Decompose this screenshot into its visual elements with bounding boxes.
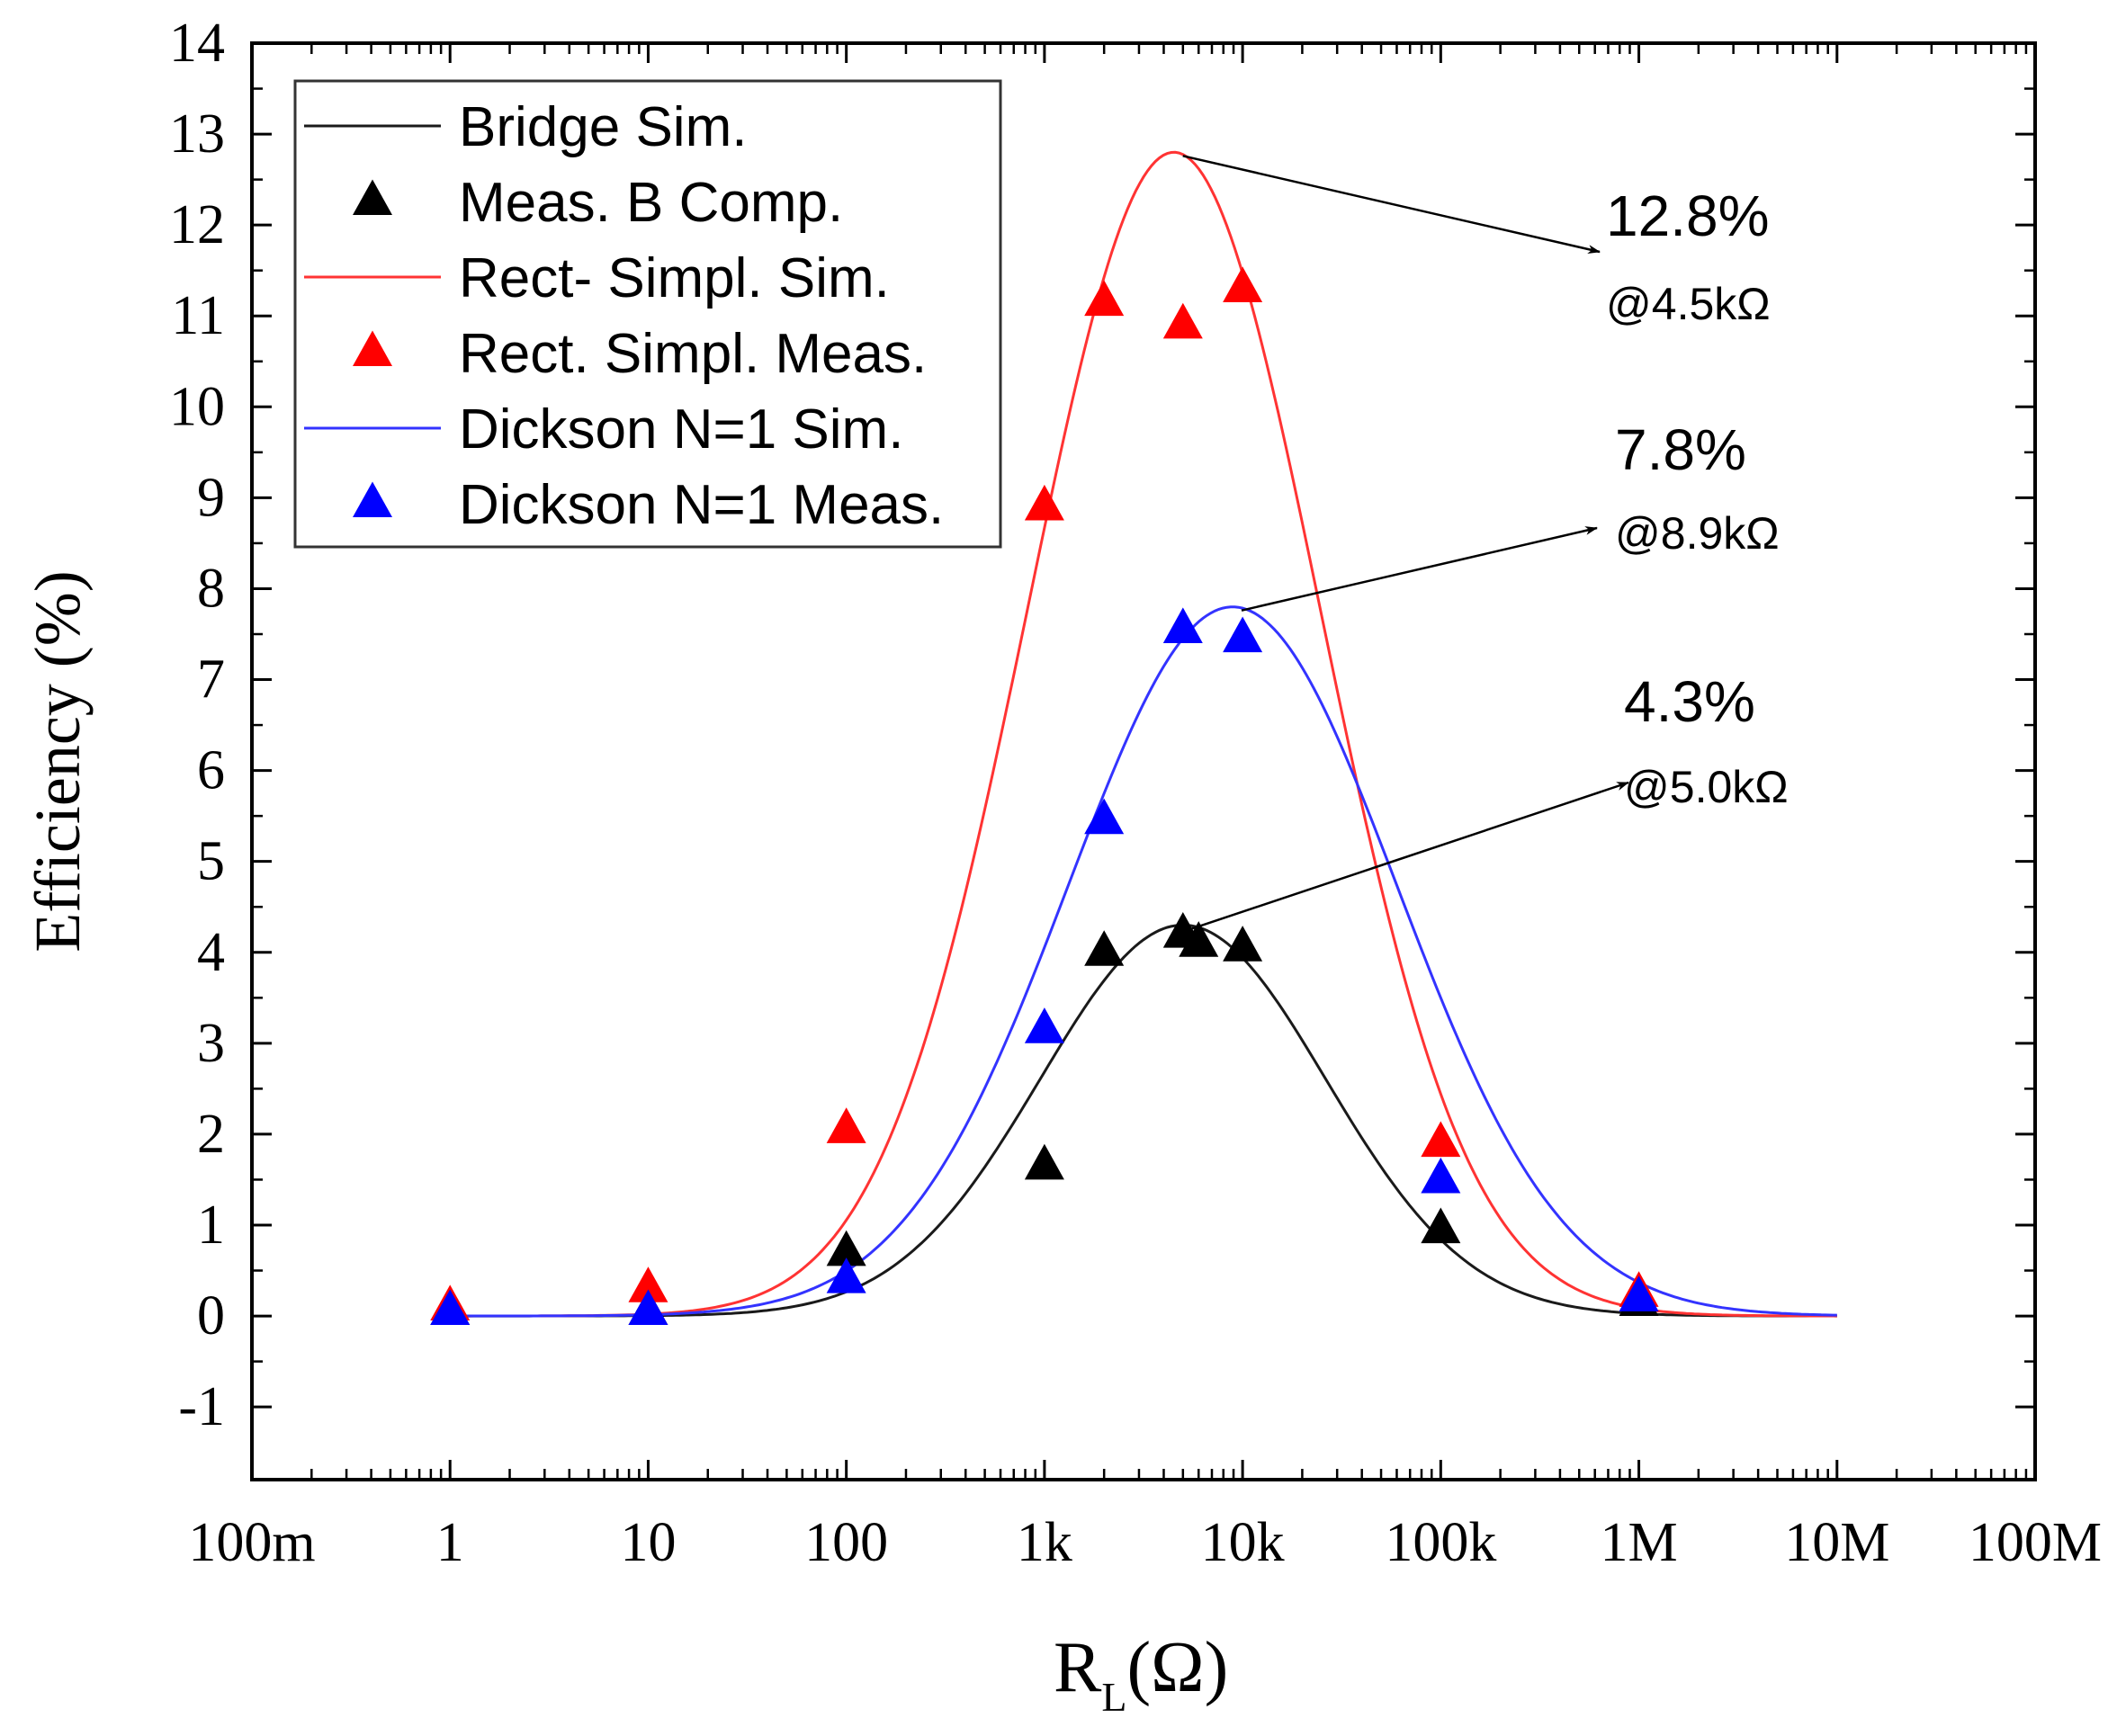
y-tick-label: 1 <box>197 1195 225 1256</box>
marker-dickson-n-1-meas- <box>1619 1275 1659 1311</box>
y-tick-label: 7 <box>197 649 225 711</box>
y-tick-label: 14 <box>169 13 225 74</box>
x-tick-label: 100M <box>1969 1512 2102 1573</box>
annotation-at: @8.9kΩ <box>1615 508 1780 559</box>
legend-label: Bridge Sim. <box>459 96 747 158</box>
marker-rect-simpl-meas- <box>826 1107 866 1143</box>
annotation-arrow <box>1191 781 1629 930</box>
y-tick-label: 6 <box>197 740 225 801</box>
annotation-value: 4.3% <box>1624 669 1755 734</box>
marker-dickson-n-1-meas- <box>1162 607 1203 643</box>
marker-meas-b-comp- <box>1421 1207 1461 1244</box>
y-tick-label: 10 <box>169 376 225 437</box>
marker-rect-simpl-meas- <box>1421 1121 1461 1158</box>
y-tick-label: -1 <box>178 1376 225 1437</box>
annotation-at: @5.0kΩ <box>1624 762 1789 812</box>
x-tick-label: 100 <box>804 1512 888 1573</box>
axis-ticks <box>250 41 2037 1480</box>
x-tick-label: 1 <box>436 1512 464 1573</box>
y-tick-label: 4 <box>197 922 225 983</box>
peak-annotations: 12.8% @4.5kΩ 7.8% @8.9kΩ 4.3% @5.0kΩ <box>1182 155 1789 930</box>
y-tick-label: 13 <box>169 103 225 165</box>
y-tick-label: 2 <box>197 1104 225 1165</box>
annotation-value: 7.8% <box>1615 417 1746 482</box>
marker-dickson-n-1-meas- <box>1421 1157 1461 1194</box>
sim-curve-dickson-n-1-sim- <box>450 605 1837 1318</box>
marker-dickson-n-1-meas- <box>826 1257 866 1293</box>
legend-label: Dickson N=1 Sim. <box>459 398 903 461</box>
measurement-markers <box>430 266 1659 1326</box>
legend-label: Rect. Simpl. Meas. <box>459 323 927 385</box>
marker-meas-b-comp- <box>826 1230 866 1266</box>
legend-label: Dickson N=1 Meas. <box>459 474 944 536</box>
annotation-at: @4.5kΩ <box>1606 279 1771 329</box>
marker-dickson-n-1-meas- <box>1223 616 1263 653</box>
x-tick-label: 10 <box>620 1512 676 1573</box>
marker-rect-simpl-meas- <box>1084 280 1125 317</box>
y-tick-label: 3 <box>197 1013 225 1074</box>
marker-dickson-n-1-meas- <box>430 1289 471 1326</box>
sim-curve-rect-simpl-sim- <box>450 150 1837 1318</box>
annotation-arrow <box>1182 155 1601 254</box>
marker-rect-simpl-meas- <box>628 1266 668 1302</box>
x-tick-label: 100m <box>188 1512 315 1573</box>
legend-swatch-marker <box>353 179 392 216</box>
legend-label: Rect- Simpl. Sim. <box>459 247 890 309</box>
annotation-arrow <box>1241 526 1598 612</box>
marker-meas-b-comp- <box>1024 1143 1064 1180</box>
x-axis-title: RL(Ω) <box>1054 1628 1228 1720</box>
y-tick-label: 0 <box>197 1285 225 1347</box>
legend-label: Meas. B Comp. <box>459 172 843 234</box>
x-tick-label: 10M <box>1784 1512 1889 1573</box>
marker-dickson-n-1-meas- <box>1084 798 1125 835</box>
y-tick-label: 11 <box>171 285 225 346</box>
y-tick-label: 9 <box>197 467 225 528</box>
marker-rect-simpl-meas- <box>1162 302 1203 339</box>
marker-dickson-n-1-meas- <box>628 1289 668 1326</box>
x-tick-label: 10k <box>1201 1512 1285 1573</box>
plot-area <box>250 41 2037 1481</box>
y-tick-label: 8 <box>197 558 225 619</box>
marker-dickson-n-1-meas- <box>1024 1007 1064 1043</box>
legend-box <box>293 79 1002 549</box>
x-tick-labels: 100m 1 10 100 1k 10k 100k 1M 10M 100M <box>188 1512 2102 1573</box>
legend-swatch-marker <box>353 481 392 518</box>
y-axis-title: Efficiency (%) <box>22 570 94 952</box>
marker-meas-b-comp- <box>1084 930 1125 966</box>
marker-meas-b-comp- <box>1223 926 1263 962</box>
axis-titles: Efficiency (%) RL(Ω) <box>22 570 1228 1720</box>
y-tick-label: 5 <box>197 831 225 892</box>
y-tick-label: 12 <box>169 194 225 255</box>
marker-rect-simpl-meas- <box>1024 484 1064 521</box>
x-tick-label: 1M <box>1600 1512 1677 1573</box>
x-tick-label: 100k <box>1385 1512 1496 1573</box>
marker-rect-simpl-meas- <box>1223 266 1263 302</box>
simulation-curves <box>450 150 1837 1318</box>
annotation-value: 12.8% <box>1606 183 1769 248</box>
legend-swatch-marker <box>353 330 392 367</box>
legend: Bridge Sim. Meas. B Comp. Rect- Simpl. Sim… <box>293 79 1002 549</box>
x-tick-label: 1k <box>1017 1512 1072 1573</box>
plot-frame <box>250 41 2037 1481</box>
marker-meas-b-comp- <box>1179 921 1219 957</box>
sim-curve-bridge-sim- <box>450 923 1837 1318</box>
